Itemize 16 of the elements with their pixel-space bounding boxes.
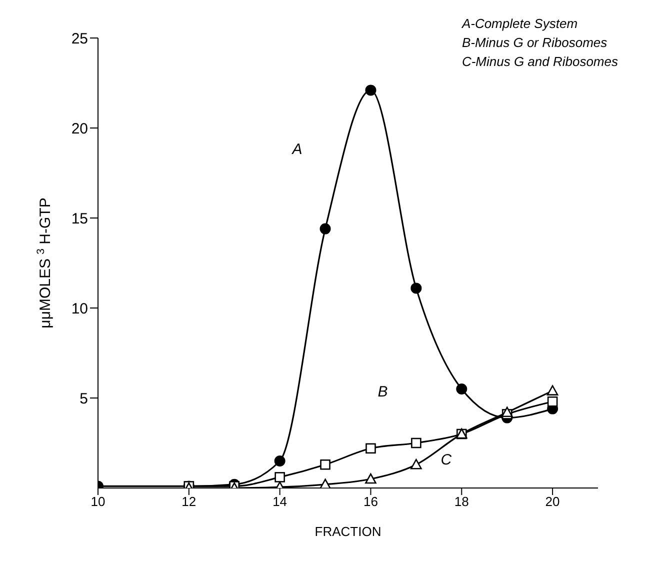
y-tick-label: 25 bbox=[71, 30, 88, 48]
x-axis-title: FRACTION bbox=[314, 524, 382, 539]
x-tick-label: 10 bbox=[90, 494, 106, 510]
series-label: C bbox=[440, 452, 452, 469]
y-tick-label: 10 bbox=[71, 300, 88, 318]
text: B bbox=[378, 383, 388, 400]
x-tick-label: 20 bbox=[545, 494, 560, 510]
y-tick-label: 5 bbox=[80, 390, 88, 408]
key-text: A-Complete System B-Minus G or Ribosomes C-Minus G and Ribosomes bbox=[462, 15, 618, 71]
text: A bbox=[291, 140, 302, 158]
x-tick-label: 14 bbox=[272, 494, 288, 510]
x-tick-label: 12 bbox=[182, 494, 196, 510]
y-tick-label: 20 bbox=[71, 120, 88, 138]
x-tick-label: 18 bbox=[454, 494, 469, 510]
y-tick-label: 15 bbox=[71, 210, 88, 228]
x-tick-label: 16 bbox=[363, 494, 378, 510]
